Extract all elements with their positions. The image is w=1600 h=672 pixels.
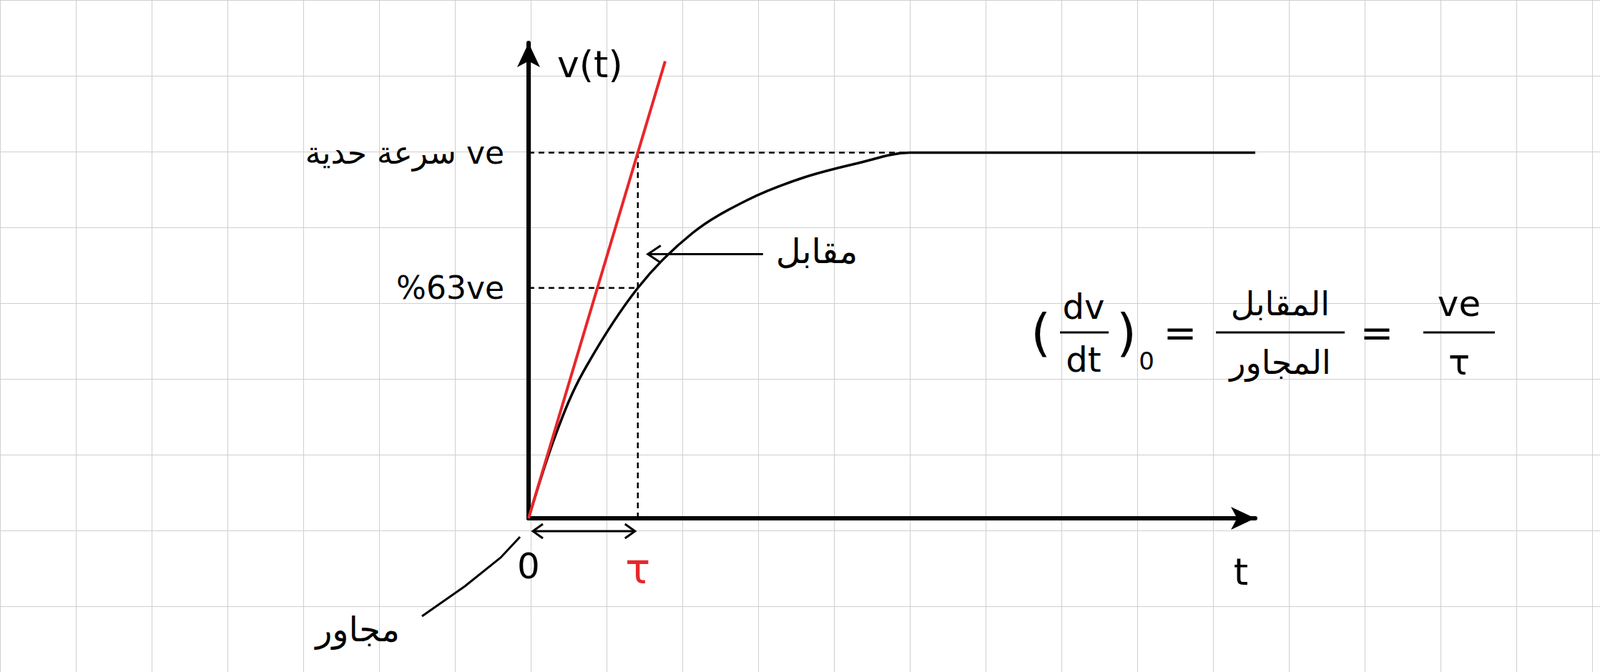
svg-text:سرعة حدية ve: سرعة حدية ve <box>305 134 505 172</box>
svg-text:المجاور: المجاور <box>1228 343 1332 383</box>
svg-text:t: t <box>1233 550 1249 594</box>
svg-text:=: = <box>1360 309 1395 357</box>
svg-text:(: ( <box>1030 302 1051 363</box>
svg-text:0: 0 <box>1138 346 1155 376</box>
svg-text:مجاور: مجاور <box>313 609 400 651</box>
svg-text:0: 0 <box>517 545 541 588</box>
svg-text:dt: dt <box>1065 339 1101 380</box>
svg-text:v(t): v(t) <box>557 42 623 86</box>
svg-text:τ: τ <box>625 545 651 594</box>
svg-text:مقابل: مقابل <box>776 231 858 272</box>
svg-text:τ: τ <box>1448 341 1470 384</box>
svg-text:): ) <box>1116 302 1137 363</box>
svg-text:%63ve: %63ve <box>396 269 505 307</box>
svg-text:المقابل: المقابل <box>1230 284 1330 324</box>
svg-text:ve: ve <box>1437 283 1481 325</box>
svg-text:dv: dv <box>1062 286 1106 327</box>
svg-text:=: = <box>1163 309 1198 357</box>
